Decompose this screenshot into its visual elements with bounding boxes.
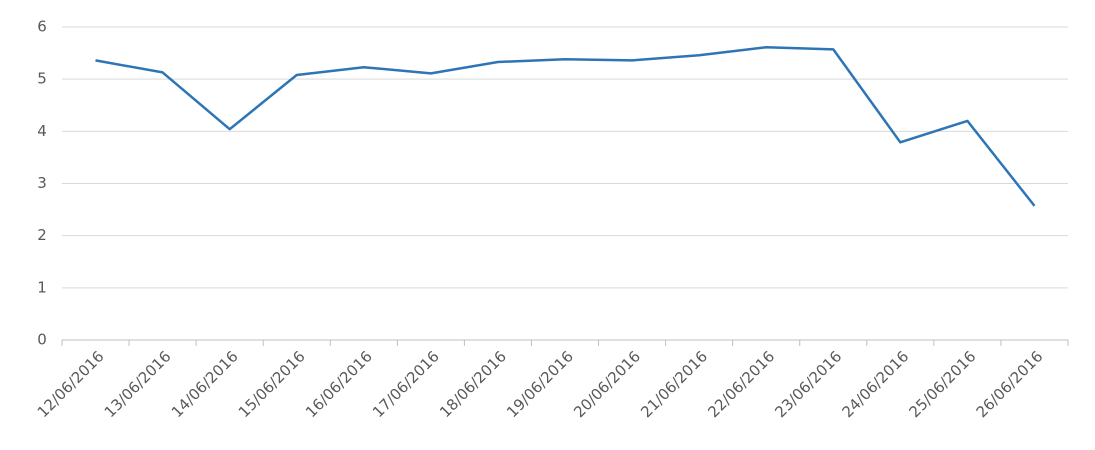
y-tick-label: 3: [37, 174, 47, 192]
x-tick-label: 15/06/2016: [235, 347, 309, 421]
y-tick-label: 0: [37, 331, 47, 349]
x-tick-label: 23/06/2016: [771, 347, 845, 421]
x-tick-label: 16/06/2016: [302, 347, 376, 421]
x-tick-label: 19/06/2016: [503, 347, 577, 421]
x-tick-label: 22/06/2016: [704, 347, 778, 421]
x-tick-label: 25/06/2016: [906, 347, 980, 421]
x-tick-label: 14/06/2016: [168, 347, 242, 421]
y-tick-label: 1: [37, 278, 47, 296]
y-tick-label: 6: [37, 18, 47, 36]
x-tick-label: 20/06/2016: [570, 347, 644, 421]
x-tick-label: 21/06/2016: [637, 347, 711, 421]
line: [95, 46, 1036, 207]
y-tick-label: 4: [37, 122, 47, 140]
y-tick-label: 5: [37, 70, 47, 88]
x-tick-label: 13/06/2016: [101, 347, 175, 421]
y-tick-label: 2: [37, 226, 47, 244]
x-tick-label: 24/06/2016: [838, 347, 912, 421]
x-tick-label: 26/06/2016: [973, 347, 1047, 421]
x-tick-label: 18/06/2016: [436, 347, 510, 421]
x-tick-label: 17/06/2016: [369, 347, 443, 421]
x-tick-label: 12/06/2016: [34, 347, 108, 421]
